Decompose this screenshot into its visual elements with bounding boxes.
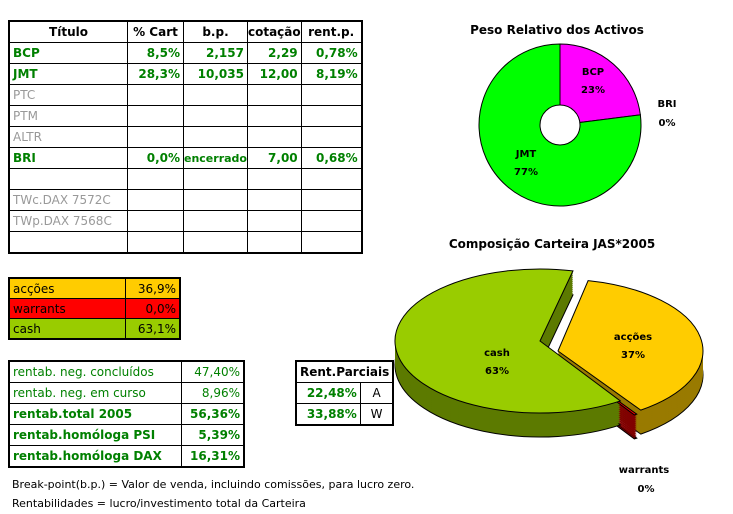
rent-parcial-value: 22,48% bbox=[295, 382, 361, 404]
rentabilidade-value: 16,31% bbox=[181, 445, 245, 468]
note-rentabilidades: Rentabilidades = lucro/investimento tota… bbox=[12, 497, 306, 510]
table-row: PTM bbox=[8, 105, 363, 127]
portfolio-table: Título % Cart b.p. cotação rent.p. BCP 8,… bbox=[8, 20, 363, 254]
label-accoes: acções bbox=[614, 332, 652, 343]
composition-row: warrants 0,0% bbox=[8, 298, 181, 319]
label-bri: BRI bbox=[657, 99, 676, 110]
pct-bcp: 23% bbox=[581, 85, 605, 96]
cell-cotacao bbox=[246, 231, 302, 254]
slice-top-cash bbox=[394, 268, 622, 414]
rentabilidade-value: 47,40% bbox=[181, 360, 245, 383]
rent-parciais-title: Rent.Parciais bbox=[295, 360, 394, 383]
cell-rent: 0,78% bbox=[300, 42, 363, 64]
pct-bri: 0% bbox=[659, 118, 676, 129]
label-jmt: JMT bbox=[515, 149, 537, 160]
composition-label: warrants bbox=[8, 298, 126, 319]
cell-titulo: TWc.DAX 7572C bbox=[8, 189, 128, 211]
table-row: TWp.DAX 7568C bbox=[8, 210, 363, 232]
slice-bcp bbox=[559, 43, 641, 126]
label-cash: cash bbox=[484, 348, 510, 359]
rentabilidade-value: 56,36% bbox=[181, 403, 245, 425]
header-bp: b.p. bbox=[183, 20, 248, 43]
table-row: JMT 28,3% 10,035 12,00 8,19% bbox=[8, 63, 363, 85]
table-row: PTC bbox=[8, 84, 363, 106]
cell-rent bbox=[300, 231, 363, 254]
cell-titulo: TWp.DAX 7568C bbox=[8, 210, 128, 232]
rentabilidade-row: rentab.total 2005 56,36% bbox=[8, 403, 245, 425]
composition-row: acções 36,9% bbox=[8, 277, 181, 299]
composition-table: acções 36,9% warrants 0,0% cash 63,1% bbox=[8, 277, 181, 340]
cell-cart bbox=[127, 231, 184, 254]
table-row: TWc.DAX 7572C bbox=[8, 189, 363, 211]
rentabilidade-value: 5,39% bbox=[181, 424, 245, 446]
rentabilidade-row: rentab. neg. concluídos 47,40% bbox=[8, 360, 245, 383]
cell-titulo: BRI bbox=[8, 147, 128, 169]
chart1-title: Peso Relativo dos Activos bbox=[470, 23, 644, 37]
rent-parcial-code: W bbox=[359, 403, 394, 426]
cell-bp: 10,035 bbox=[183, 63, 248, 85]
header-cart: % Cart bbox=[127, 20, 184, 43]
rentabilidade-value: 8,96% bbox=[181, 382, 245, 404]
rentabilidade-table: rentab. neg. concluídos 47,40% rentab. neg… bbox=[8, 360, 245, 468]
rentabilidade-label: rentab.total 2005 bbox=[8, 403, 182, 425]
rentabilidade-label: rentab.homóloga DAX bbox=[8, 445, 182, 468]
composition-label: acções bbox=[8, 277, 126, 299]
pct-jmt: 77% bbox=[514, 167, 538, 178]
cell-rent: 8,19% bbox=[300, 63, 363, 85]
cell-cotacao: 12,00 bbox=[246, 63, 302, 85]
cell-bp bbox=[183, 210, 248, 232]
rent-parciais-table: Rent.Parciais 22,48% A 33,88% W bbox=[295, 360, 395, 426]
table-row: BCP 8,5% 2,157 2,29 0,78% bbox=[8, 42, 363, 64]
cell-titulo: ALTR bbox=[8, 126, 128, 148]
chart2-title: Composição Carteira JAS*2005 bbox=[449, 237, 655, 251]
slice-top-acções bbox=[557, 280, 704, 411]
pct-warrants: 0% bbox=[638, 484, 655, 495]
cell-rent bbox=[300, 210, 363, 232]
cell-cotacao bbox=[246, 210, 302, 232]
composition-row: cash 63,1% bbox=[8, 318, 181, 340]
cell-bp bbox=[183, 231, 248, 254]
label-warrants: warrants bbox=[619, 465, 669, 476]
rent-parcial-code: A bbox=[359, 382, 394, 404]
composition-value: 63,1% bbox=[125, 318, 181, 340]
cell-titulo: JMT bbox=[8, 63, 128, 85]
composition-value: 0,0% bbox=[125, 298, 181, 319]
label-bcp: BCP bbox=[582, 67, 604, 78]
rent-parcial-value: 33,88% bbox=[295, 403, 361, 426]
composition-value: 36,9% bbox=[125, 277, 181, 299]
pct-cash: 63% bbox=[485, 366, 509, 377]
table-header: Título % Cart b.p. cotação rent.p. bbox=[8, 20, 363, 43]
rentabilidade-row: rentab.homóloga PSI 5,39% bbox=[8, 424, 245, 446]
pct-accoes: 37% bbox=[621, 350, 645, 361]
doughnut-hole bbox=[539, 104, 581, 146]
rentabilidade-row: rentab.homóloga DAX 16,31% bbox=[8, 445, 245, 468]
composition-label: cash bbox=[8, 318, 126, 340]
header-rent: rent.p. bbox=[300, 20, 363, 43]
note-breakpoint: Break-point(b.p.) = Valor de venda, incl… bbox=[12, 478, 415, 491]
table-row bbox=[8, 231, 363, 254]
cell-cotacao: 7,00 bbox=[246, 147, 302, 169]
rentabilidade-label: rentab.homóloga PSI bbox=[8, 424, 182, 446]
cell-cart bbox=[127, 210, 184, 232]
